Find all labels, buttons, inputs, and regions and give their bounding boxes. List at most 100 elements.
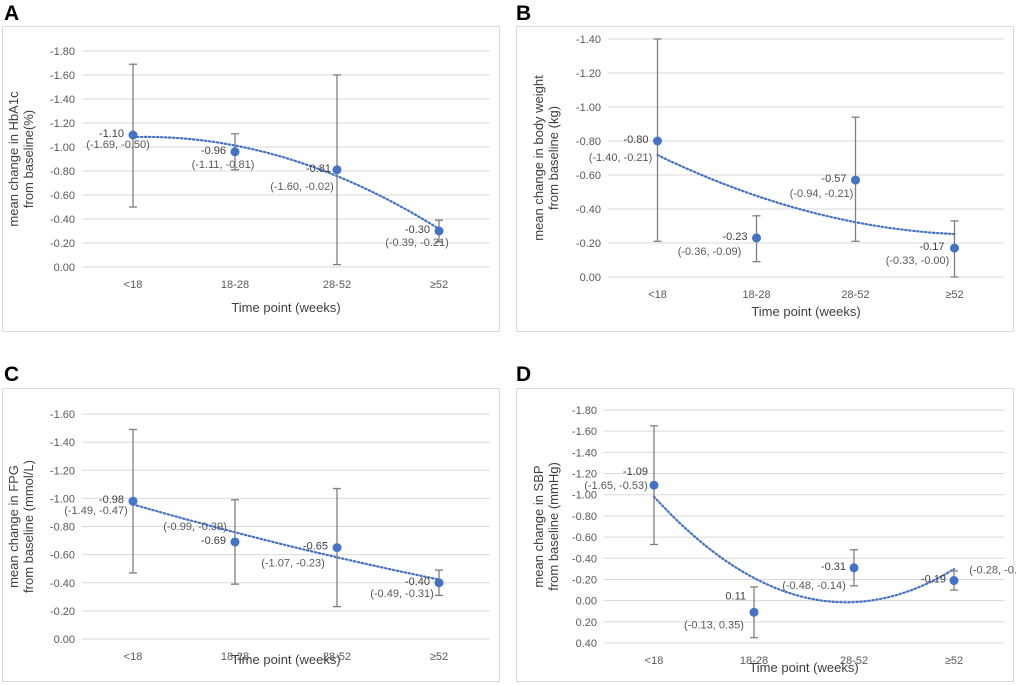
y-tick-label: -1.00 [50, 142, 75, 154]
y-tick-label: -1.00 [576, 102, 601, 114]
y-tick-label: -0.60 [50, 190, 75, 202]
y-tick-label: -1.20 [576, 68, 601, 80]
y-tick-label: -0.60 [572, 532, 597, 544]
x-axis-title: Time point (weeks) [231, 300, 340, 315]
data-label: -0.98 [99, 494, 124, 506]
y-tick-label: -0.60 [50, 550, 75, 562]
data-label: -0.40 [405, 576, 430, 588]
data-point [128, 496, 138, 506]
data-label: -0.81 [306, 163, 331, 175]
data-label: -0.96 [201, 145, 226, 157]
panel-letter-c: C [4, 363, 20, 386]
y-tick-label: 0.00 [54, 262, 75, 274]
data-label: 0.11 [725, 590, 746, 602]
y-tick-label: -1.40 [50, 437, 75, 449]
y-tick-label: -0.40 [572, 553, 597, 565]
y-axis-title: mean change in FPGfrom baseline (mmol/L) [6, 460, 36, 593]
ci-label: (-1.69, -0.50) [86, 139, 150, 151]
trendline [131, 503, 441, 581]
y-tick-label: 0.00 [580, 272, 601, 284]
panel-letter-b: B [516, 2, 532, 25]
x-tick-label: <18 [124, 651, 143, 663]
y-tick-label: -0.80 [50, 522, 75, 534]
x-axis-title: Time point (weeks) [231, 652, 340, 667]
data-label: -0.31 [821, 561, 846, 573]
y-tick-label: -1.60 [50, 70, 75, 82]
y-axis-title-line: from baseline (mmol/L) [21, 460, 36, 593]
data-point [749, 607, 759, 617]
data-point [230, 147, 240, 157]
x-tick-label: ≥52 [430, 279, 448, 291]
chart-b: 0.00 -0.20 -0.40 -0.60 -0.80 -1.00 -1.20 -1.40 <… [516, 26, 1014, 332]
data-label: -1.09 [623, 466, 648, 478]
y-tick-label: -0.20 [50, 606, 75, 618]
x-tick-label: 18-28 [740, 655, 768, 667]
data-point [434, 226, 444, 236]
y-tick-label: -0.80 [572, 511, 597, 523]
y-tick-label: -0.20 [572, 574, 597, 586]
y-tick-label: -1.20 [572, 469, 597, 481]
y-axis-title-line: from baseline (mmHg) [546, 462, 561, 591]
ci-label: (-0.49, -0.31) [370, 588, 434, 600]
data-point [949, 576, 959, 586]
y-axis-title-line: mean change in FPG [6, 465, 21, 588]
x-axis-title: Time point (weeks) [751, 304, 860, 319]
data-point [128, 130, 138, 140]
chart-d: 0.40 0.20 0.00 -0.20 -0.40 -0.60 -0.80 -1.00 -1.… [516, 388, 1017, 682]
y-axis-title-line: mean change in body weight [531, 75, 546, 241]
y-tick-label: -0.80 [576, 136, 601, 148]
y-axis-title-line: mean change in HbA1c [6, 91, 21, 227]
y-tick-label: 0.00 [576, 596, 597, 608]
x-tick-label: 28-52 [323, 279, 351, 291]
trendline [652, 495, 956, 604]
y-tick-label: -0.20 [576, 238, 601, 250]
y-tick-label: -1.60 [50, 409, 75, 421]
y-tick-label: -0.80 [50, 166, 75, 178]
trendline [131, 135, 441, 230]
ci-label: (-1.65, -0.53) [584, 480, 648, 492]
y-tick-label: -1.00 [572, 490, 597, 502]
ci-label: (-0.33, -0.00) [886, 255, 950, 267]
y-tick-label: -0.60 [576, 170, 601, 182]
chart-frame [2, 388, 500, 682]
data-point [851, 175, 860, 185]
y-tick-label: -1.40 [576, 34, 601, 46]
y-tick-label: -0.40 [576, 204, 601, 216]
data-point [230, 537, 240, 547]
x-tick-label: ≥52 [430, 651, 448, 663]
ci-label: (-0.39, -0.21) [385, 237, 449, 249]
y-axis-title: mean change in HbA1cfrom baseline(%) [6, 91, 36, 227]
x-tick-label: 28-52 [841, 289, 869, 301]
x-tick-label: 18-28 [742, 289, 770, 301]
y-tick-label: -1.40 [50, 94, 75, 106]
data-point [950, 243, 959, 253]
x-tick-label: <18 [648, 289, 667, 301]
ci-label: (-1.07, -0.23) [261, 558, 325, 570]
data-label: -1.10 [99, 128, 124, 140]
y-tick-label: -0.40 [50, 214, 75, 226]
y-axis-title-line: mean change in SBP [531, 465, 546, 587]
y-tick-label: -0.20 [50, 238, 75, 250]
x-tick-label: 18-28 [221, 279, 249, 291]
data-point [434, 578, 444, 588]
data-label: -0.30 [405, 224, 430, 236]
y-tick-label: 0.40 [576, 638, 597, 650]
data-point [649, 480, 659, 490]
x-tick-label: 28-52 [323, 651, 351, 663]
x-tick-label: ≥52 [945, 655, 963, 667]
chart-frame [2, 26, 500, 332]
ci-label: (-0.99, -0.39) [163, 521, 227, 533]
data-point [332, 165, 342, 175]
x-tick-label: <18 [124, 279, 143, 291]
ci-label: (-0.36, -0.09) [678, 246, 742, 258]
ci-label: (-0.48, -0.14) [782, 580, 846, 592]
chart-frame [516, 388, 1014, 682]
y-axis-title-line: from baseline (kg) [546, 106, 561, 210]
y-tick-label: -1.80 [572, 405, 597, 417]
data-label: -0.23 [722, 231, 747, 243]
data-label: -0.69 [201, 535, 226, 547]
y-tick-label: 0.00 [54, 634, 75, 646]
y-tick-label: -1.20 [50, 118, 75, 130]
data-point [752, 233, 761, 243]
data-point [653, 136, 662, 146]
